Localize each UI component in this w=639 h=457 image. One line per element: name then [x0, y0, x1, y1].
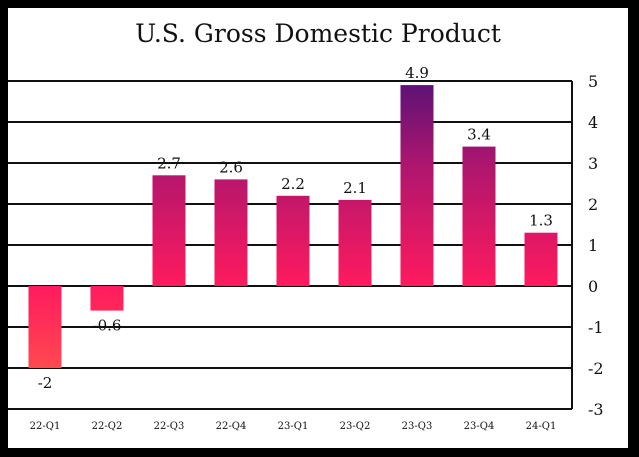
- chart-title: U.S. Gross Domestic Product: [135, 19, 501, 48]
- y-tick-label: -3: [588, 400, 604, 419]
- data-label: 2.2: [281, 175, 305, 193]
- x-tick-label: 23-Q4: [464, 421, 495, 432]
- bar: [338, 199, 372, 286]
- bar: [152, 175, 186, 286]
- x-tick-label: 22-Q1: [30, 421, 61, 432]
- y-tick-label: 0: [588, 277, 598, 296]
- x-tick-label: 24-Q1: [526, 421, 557, 432]
- data-label: 1.3: [529, 212, 553, 230]
- bar: [462, 146, 496, 286]
- bar: [276, 195, 310, 286]
- y-tick-label: 4: [588, 113, 598, 132]
- bar: [214, 179, 248, 286]
- data-label: -2: [38, 374, 53, 392]
- x-tick-label: 22-Q2: [92, 421, 123, 432]
- y-tick-label: 5: [588, 72, 598, 91]
- bar: [90, 286, 124, 311]
- bar: [28, 286, 62, 368]
- y-tick-label: 3: [588, 154, 598, 173]
- bar: [400, 85, 434, 286]
- data-label: 3.4: [467, 126, 491, 144]
- data-label: -0.6: [93, 317, 122, 335]
- y-tick-label: 2: [588, 195, 598, 214]
- x-tick-label: 23-Q1: [278, 421, 309, 432]
- x-tick-label: 23-Q3: [402, 421, 433, 432]
- x-tick-label: 23-Q2: [340, 421, 371, 432]
- data-label: 2.6: [219, 158, 243, 176]
- x-tick-label: 22-Q4: [216, 421, 247, 432]
- y-tick-label: 1: [588, 236, 598, 255]
- data-label: 2.7: [157, 154, 181, 172]
- y-tick-label: -1: [588, 318, 604, 337]
- y-tick-label: -2: [588, 359, 604, 378]
- x-tick-label: 22-Q3: [154, 421, 185, 432]
- data-label: 4.9: [405, 64, 429, 82]
- bar: [524, 232, 558, 286]
- data-label: 2.1: [343, 179, 367, 197]
